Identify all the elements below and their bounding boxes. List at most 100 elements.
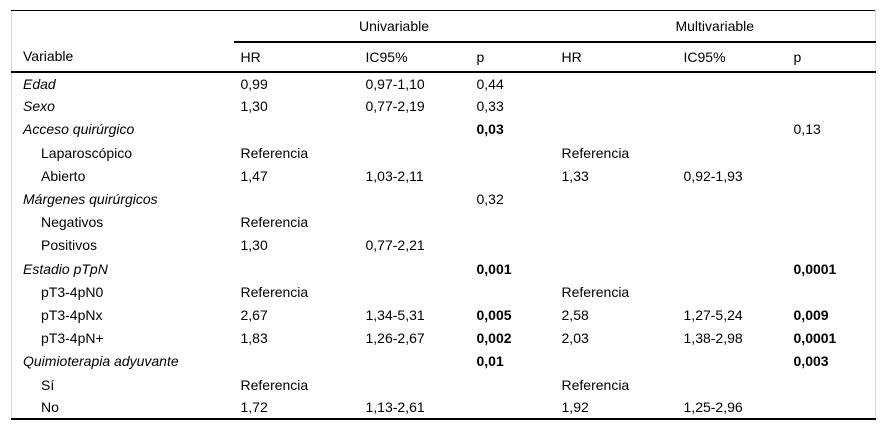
u-p-cell: 0,33 bbox=[476, 98, 504, 115]
u-p-cell: 0,005 bbox=[476, 306, 512, 323]
m-ic95-cell bbox=[677, 280, 787, 303]
m-hr-cell bbox=[555, 72, 677, 95]
u-ic95-cell bbox=[359, 280, 470, 303]
variable-label: pT3-4pN0 bbox=[41, 283, 104, 300]
m-ic95-cell bbox=[677, 72, 787, 95]
m-hr-cell: 1,33 bbox=[561, 167, 589, 184]
u-hr-cell: Referencia bbox=[240, 144, 309, 161]
m-p-cell bbox=[787, 234, 876, 257]
column-header-m-ic95: IC95% bbox=[676, 41, 787, 73]
u-hr-cell: 1,47 bbox=[240, 167, 268, 184]
m-p-cell bbox=[787, 373, 876, 396]
u-ic95-cell: 1,34-5,31 bbox=[365, 306, 425, 323]
m-hr-cell: 2,58 bbox=[561, 306, 589, 323]
u-hr-cell: Referencia bbox=[240, 283, 309, 300]
u-p-cell bbox=[470, 396, 555, 419]
u-ic95-cell: 1,03-2,11 bbox=[365, 167, 424, 184]
variable-label: Márgenes quirúrgicos bbox=[23, 191, 158, 208]
u-ic95-cell bbox=[359, 350, 470, 373]
u-p-cell: 0,32 bbox=[476, 191, 504, 208]
variable-label: Edad bbox=[23, 75, 56, 92]
u-hr-cell bbox=[234, 118, 359, 141]
m-ic95-cell: 1,25-2,96 bbox=[683, 399, 743, 416]
table-row: Laparoscópico Referencia Referencia bbox=[12, 141, 876, 164]
variable-label: Laparoscópico bbox=[41, 144, 133, 161]
table-row: Estadio pTpN 0,001 0,0001 bbox=[12, 257, 876, 280]
m-ic95-cell bbox=[677, 211, 787, 234]
group-header-row: Univariable Multivariable bbox=[12, 10, 876, 43]
u-p-cell bbox=[470, 141, 555, 164]
m-hr-cell: 1,92 bbox=[561, 399, 589, 416]
m-ic95-cell bbox=[677, 373, 787, 396]
u-hr-cell bbox=[234, 257, 359, 280]
u-ic95-cell bbox=[359, 257, 470, 280]
m-p-cell bbox=[787, 396, 876, 419]
u-p-cell: 0,01 bbox=[476, 353, 504, 370]
u-p-cell: 0,001 bbox=[476, 260, 512, 277]
m-hr-cell bbox=[555, 187, 677, 210]
table-row: Sí Referencia Referencia bbox=[12, 373, 876, 396]
variable-label: pT3-4pNx bbox=[41, 306, 103, 323]
m-ic95-cell bbox=[677, 350, 787, 373]
m-hr-cell: 2,03 bbox=[561, 330, 589, 347]
m-p-cell bbox=[787, 280, 876, 303]
m-ic95-cell: 1,38-2,98 bbox=[683, 330, 743, 347]
m-p-cell bbox=[787, 164, 876, 187]
group-header-multivariable: Multivariable bbox=[554, 10, 876, 43]
variable-label: Sexo bbox=[23, 98, 55, 115]
table-row: Edad 0,99 0,97-1,10 0,44 bbox=[12, 72, 876, 95]
u-ic95-cell bbox=[359, 187, 470, 210]
m-hr-cell bbox=[555, 95, 677, 118]
table-row: pT3-4pN+ 1,83 1,26-2,67 0,002 2,03 1,38-2,98 0… bbox=[12, 327, 876, 350]
table-row: Quimioterapia adyuvante 0,01 0,003 bbox=[12, 350, 876, 373]
u-ic95-cell: 0,77-2,21 bbox=[365, 237, 425, 254]
u-ic95-cell bbox=[359, 118, 470, 141]
m-ic95-cell bbox=[677, 118, 787, 141]
table-row: pT3-4pN0 Referencia Referencia bbox=[12, 280, 876, 303]
m-p-cell: 0,009 bbox=[793, 306, 829, 323]
u-hr-cell: 1,72 bbox=[240, 399, 268, 416]
variable-label: No bbox=[41, 399, 59, 416]
u-hr-cell: 1,30 bbox=[240, 237, 268, 254]
m-ic95-cell bbox=[677, 234, 787, 257]
m-hr-cell: Referencia bbox=[561, 144, 630, 161]
u-p-cell bbox=[470, 373, 555, 396]
variable-label: Estadio pTpN bbox=[23, 260, 108, 277]
u-p-cell bbox=[470, 280, 555, 303]
u-ic95-cell bbox=[359, 141, 470, 164]
m-p-cell bbox=[787, 72, 876, 95]
variable-label: Sí bbox=[41, 376, 55, 393]
m-ic95-cell: 1,27-5,24 bbox=[683, 306, 743, 323]
u-hr-cell bbox=[234, 350, 359, 373]
m-p-cell: 0,13 bbox=[793, 121, 821, 138]
u-hr-cell: 0,99 bbox=[240, 75, 268, 92]
u-ic95-cell: 1,13-2,61 bbox=[365, 399, 425, 416]
group-header-spacer bbox=[12, 11, 234, 42]
u-p-cell bbox=[470, 164, 555, 187]
column-header-m-hr: HR bbox=[554, 41, 677, 73]
m-p-cell bbox=[787, 95, 876, 118]
column-header-m-p: p bbox=[786, 41, 876, 73]
m-p-cell: 0,0001 bbox=[793, 330, 837, 347]
u-p-cell: 0,002 bbox=[476, 330, 512, 347]
m-hr-cell bbox=[555, 118, 677, 141]
m-hr-cell: Referencia bbox=[561, 376, 630, 393]
u-ic95-cell bbox=[359, 211, 470, 234]
m-p-cell: 0,003 bbox=[793, 353, 829, 370]
m-hr-cell: Referencia bbox=[561, 283, 630, 300]
u-hr-cell: 1,30 bbox=[240, 98, 268, 115]
table-body: Edad 0,99 0,97-1,10 0,44 Sexo 1,30 0,77-2,19 0,… bbox=[12, 72, 876, 420]
results-table-container: Univariable Multivariable Variable HR IC… bbox=[11, 10, 877, 421]
variable-label: Abierto bbox=[41, 167, 86, 184]
u-ic95-cell bbox=[359, 373, 470, 396]
m-hr-cell bbox=[555, 234, 677, 257]
m-ic95-cell bbox=[677, 95, 787, 118]
column-header-variable: Variable bbox=[11, 41, 234, 73]
column-header-u-hr: HR bbox=[233, 41, 359, 73]
m-p-cell bbox=[787, 187, 876, 210]
table-row: Abierto 1,47 1,03-2,11 1,33 0,92-1,93 bbox=[12, 164, 876, 187]
u-p-cell bbox=[470, 211, 555, 234]
m-p-cell bbox=[787, 211, 876, 234]
u-hr-cell bbox=[234, 187, 359, 210]
table-row: Negativos Referencia bbox=[12, 211, 876, 234]
